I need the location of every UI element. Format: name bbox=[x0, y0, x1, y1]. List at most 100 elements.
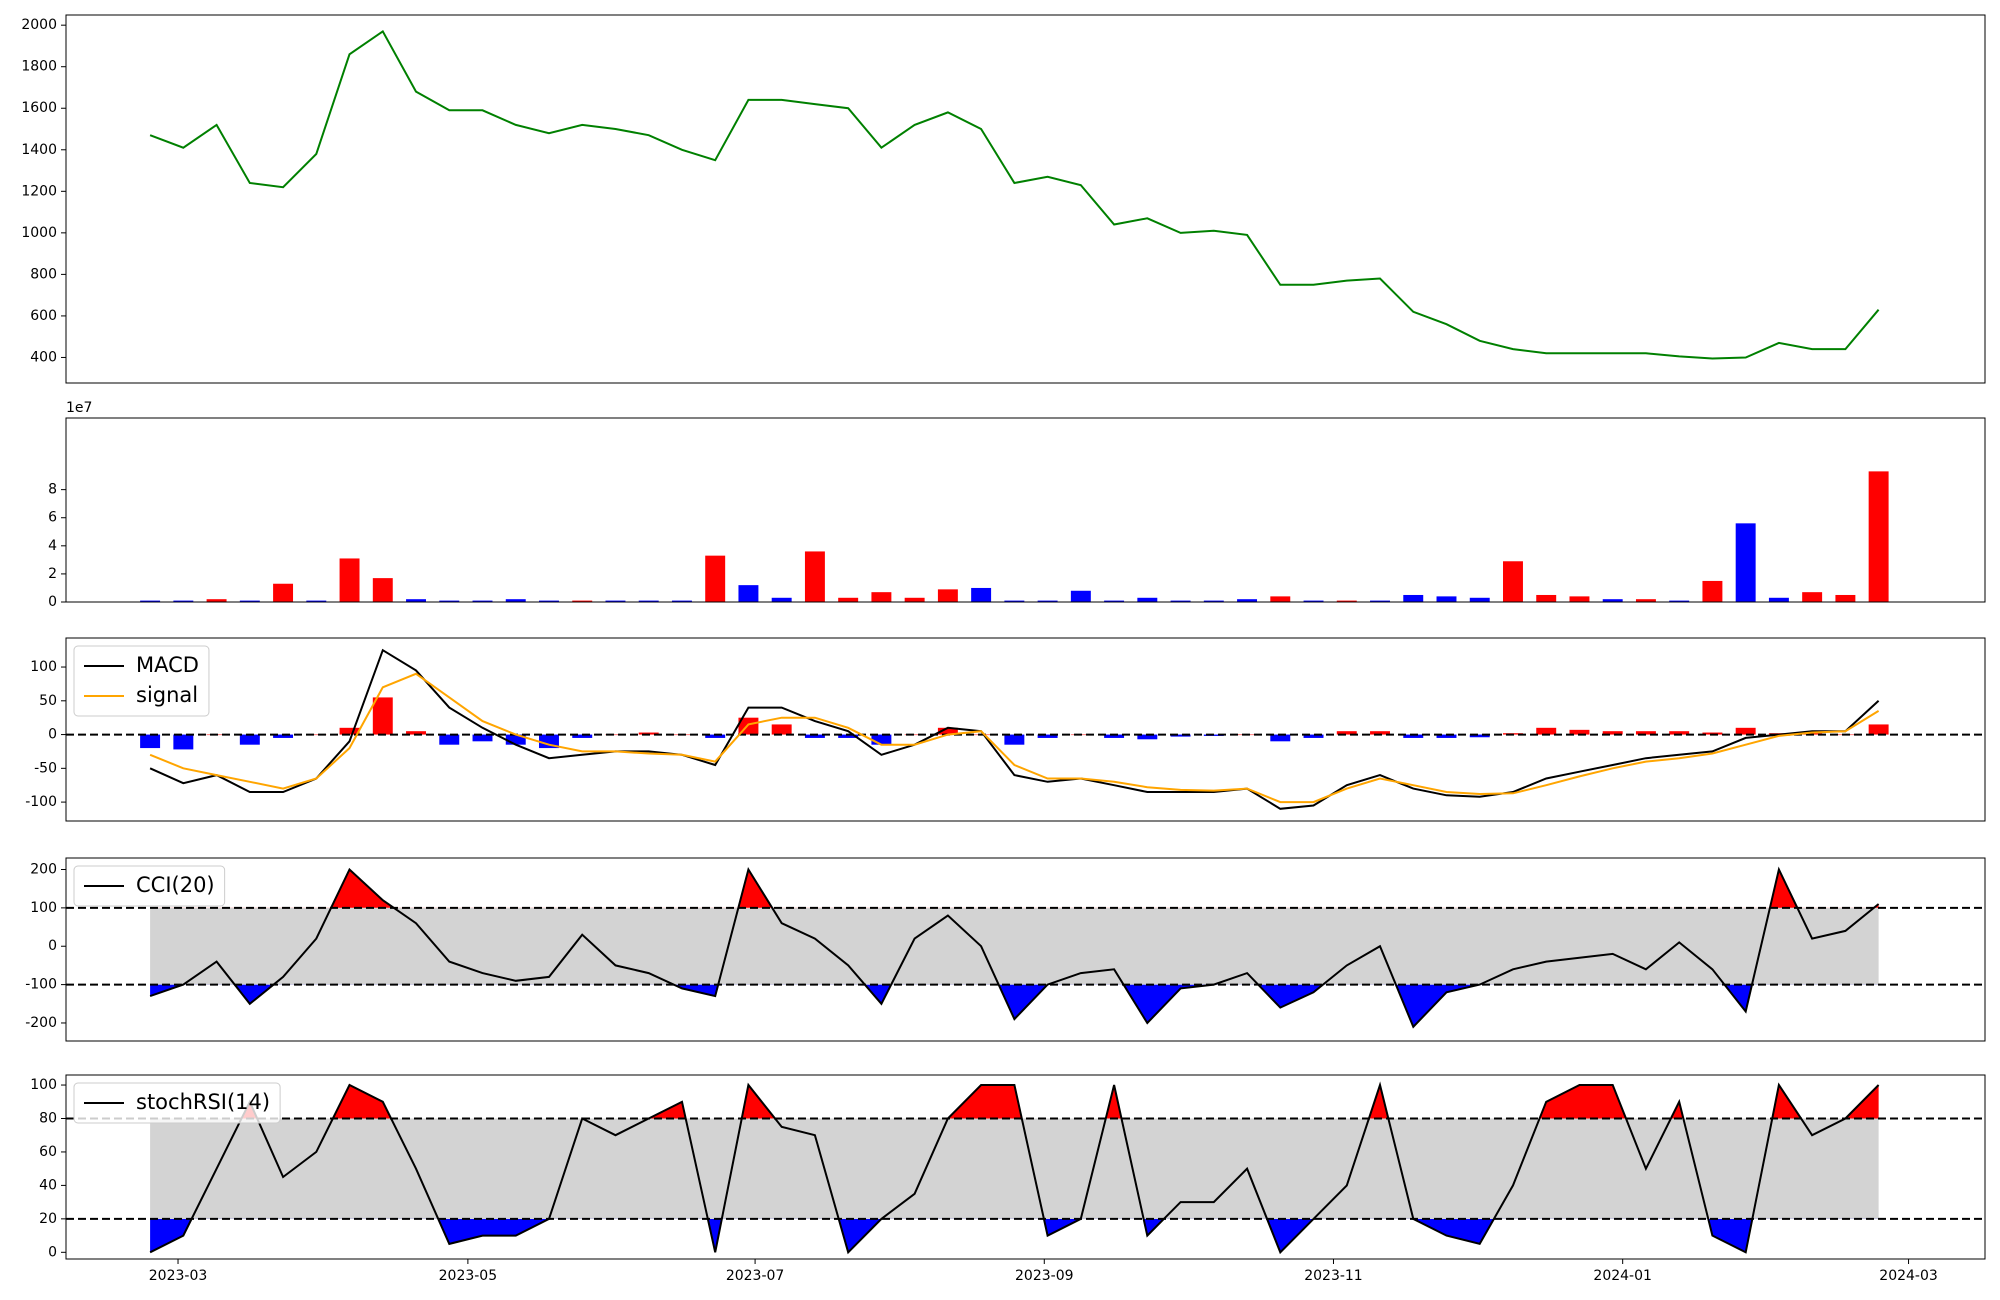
bar bbox=[1370, 600, 1390, 602]
bar bbox=[1270, 596, 1291, 602]
bar bbox=[173, 734, 194, 750]
bar bbox=[406, 599, 426, 602]
bar bbox=[605, 600, 626, 602]
y-tick-label: 800 bbox=[30, 266, 57, 282]
bar bbox=[406, 731, 426, 735]
y-tick-label: 40 bbox=[39, 1177, 57, 1193]
y-tick-label: 8 bbox=[48, 482, 57, 498]
bar bbox=[1303, 734, 1324, 738]
y-tick-label: 100 bbox=[30, 659, 57, 675]
bar bbox=[372, 578, 393, 602]
x-tick-label: 2023-03 bbox=[149, 1268, 208, 1284]
bar bbox=[1635, 599, 1656, 602]
series-line bbox=[149, 866, 1880, 1029]
bar bbox=[838, 734, 859, 738]
bar bbox=[572, 734, 593, 738]
y-tick-label: 1600 bbox=[21, 100, 57, 116]
bar bbox=[1669, 731, 1690, 735]
y-tick-label: 6 bbox=[48, 510, 57, 526]
panel: 400 600 800 1000 1200 1400 1600 1800 2000 bbox=[21, 14, 1986, 384]
bar bbox=[1868, 724, 1889, 735]
x-tick-label: 2023-09 bbox=[1015, 1268, 1074, 1284]
bar bbox=[1037, 734, 1058, 738]
x-tick-label: 2024-03 bbox=[1879, 1268, 1938, 1284]
bar bbox=[306, 600, 327, 602]
series-line bbox=[149, 672, 1880, 804]
bar bbox=[1170, 600, 1191, 602]
panel: -100 -50 0 50 100 MACD signal bbox=[25, 637, 1986, 822]
y-tick-label: 600 bbox=[30, 308, 57, 324]
bar bbox=[339, 727, 360, 735]
y-tick-label: 100 bbox=[30, 900, 57, 916]
bar bbox=[1735, 523, 1756, 602]
bar bbox=[671, 600, 692, 602]
panel: -200 -100 0 100 200 CCI(20) bbox=[25, 857, 1986, 1042]
bar bbox=[372, 697, 393, 735]
bar bbox=[572, 600, 593, 602]
bar bbox=[1469, 597, 1490, 602]
bar bbox=[339, 558, 360, 602]
y-tick-label: 80 bbox=[39, 1110, 57, 1126]
bar bbox=[1070, 590, 1091, 602]
panel: 0 20 40 60 80 100 2023-03 2023-05 2023-07 2023-09… bbox=[30, 1074, 1986, 1284]
y-tick-label: -100 bbox=[25, 794, 57, 810]
bar bbox=[306, 734, 327, 736]
bar bbox=[1602, 731, 1623, 735]
legend-label: signal bbox=[136, 683, 198, 707]
bar bbox=[273, 734, 294, 738]
x-tick-label: 2023-11 bbox=[1304, 1268, 1363, 1284]
bar bbox=[1203, 600, 1224, 602]
bar bbox=[1237, 599, 1258, 602]
bar bbox=[1004, 734, 1025, 745]
axes-frame bbox=[65, 14, 1986, 384]
bar bbox=[1702, 732, 1723, 735]
bar bbox=[1635, 731, 1656, 735]
legend-box bbox=[73, 1082, 281, 1124]
y-tick-label: 0 bbox=[48, 1244, 57, 1260]
bar bbox=[239, 600, 260, 602]
series-line bbox=[149, 648, 1880, 810]
bar bbox=[239, 734, 260, 745]
bar bbox=[771, 724, 792, 735]
bar bbox=[472, 734, 493, 742]
y-tick-label: 20 bbox=[39, 1211, 57, 1227]
bar bbox=[505, 599, 526, 602]
bar bbox=[1270, 734, 1291, 742]
bar bbox=[804, 551, 825, 602]
bar bbox=[804, 734, 825, 738]
bar bbox=[1370, 731, 1390, 735]
bar bbox=[472, 600, 493, 602]
y-tick-label: 1200 bbox=[21, 183, 57, 199]
axis-offset-label: 1e7 bbox=[66, 400, 92, 416]
bar bbox=[1303, 600, 1324, 602]
bar bbox=[1170, 734, 1191, 737]
y-tick-label: 200 bbox=[30, 862, 57, 878]
bar bbox=[1702, 580, 1723, 602]
y-tick-label: 1000 bbox=[21, 225, 57, 241]
panel: 0 2 4 6 8 1e7 bbox=[48, 400, 1986, 610]
bar bbox=[1835, 594, 1856, 602]
y-tick-label: 0 bbox=[48, 938, 57, 954]
bar bbox=[1104, 734, 1125, 738]
bar bbox=[1503, 561, 1523, 602]
bar bbox=[1536, 727, 1557, 735]
bar bbox=[173, 600, 194, 602]
y-tick-label: 50 bbox=[39, 693, 57, 709]
y-tick-label: 2 bbox=[48, 566, 57, 582]
series-line bbox=[149, 29, 1880, 360]
bar bbox=[1436, 596, 1457, 602]
bar bbox=[505, 734, 526, 745]
axes-frame bbox=[65, 417, 1986, 603]
bar bbox=[771, 597, 792, 602]
x-tick-label: 2023-07 bbox=[726, 1268, 785, 1284]
bar bbox=[871, 592, 892, 602]
legend-label: stochRSI(14) bbox=[136, 1090, 270, 1114]
bar bbox=[937, 589, 958, 602]
y-tick-label: 1400 bbox=[21, 142, 57, 158]
y-tick-label: 400 bbox=[30, 349, 57, 365]
legend-box bbox=[73, 645, 210, 717]
y-tick-label: 2000 bbox=[21, 17, 57, 33]
bar bbox=[1403, 734, 1424, 738]
bar bbox=[605, 734, 626, 736]
